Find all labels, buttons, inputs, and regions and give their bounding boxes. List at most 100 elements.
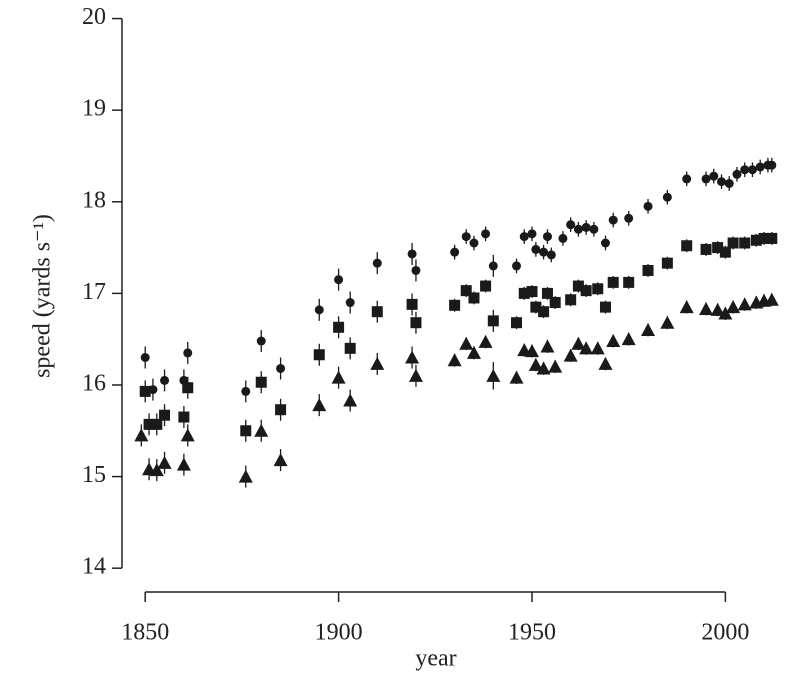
point [345,298,355,308]
x-tick-label: 2000 [701,620,749,646]
point [606,334,621,348]
point [767,160,777,170]
point [241,386,251,396]
point [469,238,479,248]
point [717,177,727,187]
x-tick-label: 1850 [121,620,169,646]
point [572,280,584,292]
point [182,382,194,394]
point [579,341,594,355]
point [488,261,498,271]
point [755,162,765,172]
y-tick-label: 15 [82,462,106,488]
point [661,257,673,269]
point [737,297,752,311]
point [566,220,576,230]
point [143,418,155,430]
point [160,375,170,385]
point [256,336,266,346]
point [512,261,522,271]
point [134,428,149,442]
y-tick-label: 18 [82,187,106,213]
point [405,350,420,364]
point [599,301,611,313]
point [623,276,635,288]
point [679,300,694,314]
point [460,285,472,297]
point [411,265,421,275]
point [732,169,742,179]
point [608,215,618,225]
point [573,224,583,234]
point [461,232,471,242]
point [565,294,577,306]
point [273,453,288,467]
point [549,297,561,309]
point [519,232,529,242]
point [718,306,733,320]
point [407,249,417,259]
point [546,250,556,260]
point [276,363,286,373]
point [607,276,619,288]
y-tick-label: 17 [82,279,106,305]
point [747,165,757,175]
point [621,332,636,346]
point [480,280,492,292]
point [466,345,481,359]
point [509,370,524,384]
point [710,302,725,316]
point [526,286,538,298]
point [530,301,542,313]
point [548,359,563,373]
point [478,334,493,348]
point [541,287,553,299]
point [642,264,654,276]
point [149,463,164,477]
point [740,165,750,175]
point [662,192,672,202]
point [344,342,356,354]
point [314,305,324,315]
point [511,317,523,329]
point [563,348,578,362]
point [592,283,604,295]
y-tick-label: 20 [82,4,106,30]
point [183,348,193,358]
point [275,404,287,416]
x-tick-label: 1900 [315,620,363,646]
point [531,244,541,254]
point [334,275,344,285]
point [581,222,591,232]
point [709,171,719,181]
point [726,300,741,314]
point [600,238,610,248]
point [140,353,150,363]
point [459,336,474,350]
point [518,287,530,299]
point [139,385,151,397]
point [598,356,613,370]
point [406,298,418,310]
point [178,411,190,423]
point [180,428,195,442]
point [724,178,734,188]
point [486,368,501,382]
point [766,232,778,244]
point [558,233,568,243]
point [758,232,770,244]
point [468,292,480,304]
point [481,229,491,239]
point [682,174,692,184]
point [408,368,423,382]
y-tick-label: 14 [82,554,106,580]
point [410,317,422,329]
point [580,285,592,297]
point [641,323,656,337]
point [699,301,714,315]
point [487,315,499,327]
point [624,213,634,223]
point [727,237,739,249]
point [571,336,586,350]
